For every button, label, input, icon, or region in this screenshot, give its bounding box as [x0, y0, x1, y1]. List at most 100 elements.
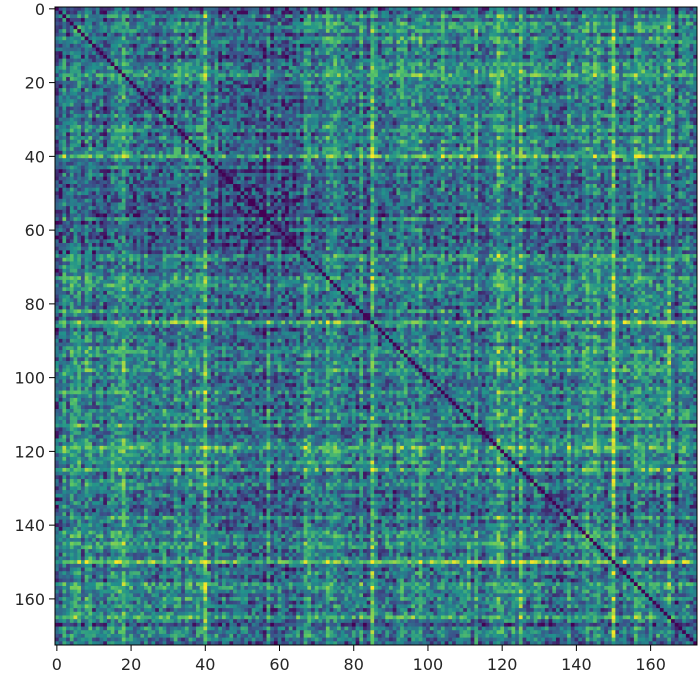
heatmap-cell — [585, 66, 590, 71]
heatmap-cell — [359, 40, 364, 45]
heatmap-cell — [559, 36, 564, 41]
heatmap-cell — [489, 10, 494, 15]
heatmap-cell — [485, 58, 490, 63]
heatmap-cell — [177, 66, 182, 71]
heatmap-cell — [125, 14, 130, 19]
heatmap-cell — [303, 91, 308, 96]
heatmap-cell — [106, 80, 112, 85]
heatmap-cell — [377, 91, 382, 96]
heatmap-cell — [563, 51, 568, 56]
heatmap-cell — [674, 95, 679, 100]
heatmap-cell — [678, 10, 683, 15]
heatmap-cell — [689, 84, 694, 89]
heatmap-cell — [481, 7, 486, 12]
heatmap-cell — [615, 58, 620, 63]
heatmap-cell — [221, 43, 227, 48]
heatmap-cell — [170, 106, 175, 111]
heatmap-cell — [615, 102, 620, 107]
heatmap-cell — [247, 51, 253, 56]
heatmap-cell — [518, 40, 523, 45]
heatmap-cell — [400, 32, 405, 37]
heatmap-cell — [233, 80, 238, 85]
heatmap-cell — [526, 51, 531, 56]
heatmap-cell — [132, 84, 138, 89]
heatmap-cell — [589, 18, 594, 23]
heatmap-cell — [366, 102, 371, 107]
heatmap-cell — [377, 7, 382, 12]
heatmap-cell — [106, 106, 112, 111]
heatmap-cell — [363, 95, 368, 100]
heatmap-cell — [504, 18, 509, 23]
heatmap-cell — [233, 32, 238, 37]
heatmap-cell — [363, 106, 368, 111]
heatmap-cell — [615, 91, 620, 96]
heatmap-cell — [192, 62, 197, 67]
heatmap-cell — [266, 32, 271, 37]
heatmap-cell — [181, 40, 186, 45]
heatmap-cell — [381, 14, 386, 19]
heatmap-cell — [400, 40, 405, 45]
heatmap-cell — [570, 84, 575, 89]
heatmap-cell — [641, 51, 646, 56]
heatmap-cell — [121, 106, 126, 111]
heatmap-cell — [110, 40, 115, 45]
heatmap-cell — [630, 18, 635, 23]
heatmap-cell — [403, 10, 408, 15]
heatmap-cell — [299, 36, 305, 41]
heatmap-cell — [555, 99, 561, 104]
heatmap-cell — [693, 51, 698, 56]
heatmap-cell — [144, 7, 149, 12]
heatmap-cell — [292, 69, 297, 74]
heatmap-cell — [452, 110, 457, 115]
heatmap-cell — [656, 7, 661, 12]
heatmap-cell — [292, 62, 297, 67]
heatmap-cell — [348, 21, 353, 26]
heatmap-cell — [418, 43, 423, 48]
heatmap-cell — [233, 25, 238, 30]
heatmap-cell — [626, 21, 631, 26]
heatmap-cell — [418, 73, 423, 78]
heatmap-cell — [147, 73, 152, 78]
heatmap-cell — [530, 51, 535, 56]
heatmap-cell — [374, 29, 379, 34]
heatmap-cell — [229, 99, 234, 104]
heatmap-cell — [66, 14, 71, 19]
heatmap-cell — [80, 95, 86, 100]
heatmap-cell — [84, 77, 89, 82]
heatmap-cell — [110, 95, 115, 100]
heatmap-cell — [489, 58, 494, 63]
heatmap-cell — [259, 69, 264, 74]
heatmap-cell — [671, 7, 676, 12]
heatmap-cell — [678, 29, 683, 34]
heatmap-cell — [207, 62, 212, 67]
heatmap-cell — [181, 54, 186, 60]
heatmap-cell — [641, 73, 646, 78]
heatmap-cell — [437, 29, 442, 34]
heatmap-cell — [530, 77, 535, 82]
heatmap-cell — [129, 69, 134, 74]
heatmap-cell — [574, 36, 579, 41]
heatmap-cell — [62, 43, 67, 48]
heatmap-cell — [218, 62, 223, 67]
heatmap-cell — [247, 32, 253, 37]
heatmap-cell — [303, 51, 308, 56]
heatmap-cell — [674, 10, 679, 15]
heatmap-cell — [489, 29, 494, 34]
heatmap-cell — [210, 69, 215, 74]
heatmap-cell — [69, 40, 74, 45]
heatmap-cell — [281, 43, 286, 48]
heatmap-cell — [567, 10, 572, 15]
heatmap-cell — [266, 36, 271, 41]
heatmap-cell — [311, 66, 316, 71]
heatmap-cell — [385, 21, 390, 26]
heatmap-cell — [440, 36, 446, 41]
heatmap-cell — [281, 36, 286, 41]
heatmap-cell — [366, 99, 371, 104]
heatmap-cell — [637, 54, 642, 60]
heatmap-cell — [233, 77, 238, 82]
heatmap-cell — [151, 102, 156, 107]
heatmap-cell — [414, 84, 420, 89]
heatmap-cell — [522, 7, 527, 12]
heatmap-cell — [537, 99, 542, 104]
heatmap-cell — [158, 54, 164, 60]
